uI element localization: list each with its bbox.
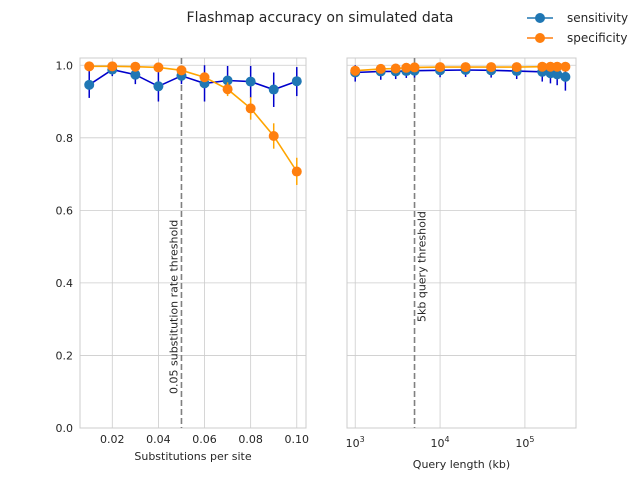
point-specificity bbox=[460, 62, 471, 73]
legend-item-specificity: specificity bbox=[527, 31, 627, 45]
axes-frame bbox=[79, 57, 307, 429]
left-panel-substitutions: 0.0 0.2 0.4 0.6 0.8 1.0 0.02 0.04 0.06 0.08 0.10 Su… bbox=[56, 57, 310, 463]
y-tick-label: 0.6 bbox=[56, 204, 74, 217]
right-panel-query-length: 103 104 105 Query length (kb) 5kb query thre… bbox=[346, 57, 577, 471]
point-specificity bbox=[176, 65, 187, 76]
point-specificity bbox=[130, 61, 141, 72]
point-sensitivity bbox=[560, 71, 571, 82]
point-specificity bbox=[268, 130, 279, 141]
point-specificity bbox=[153, 62, 164, 73]
legend-marker-sensitivity bbox=[535, 13, 545, 23]
point-sensitivity bbox=[222, 75, 233, 86]
threshold-label: 0.05 substitution rate threshold bbox=[167, 220, 180, 394]
point-specificity bbox=[560, 61, 571, 72]
axes-frame bbox=[346, 57, 577, 429]
y-tick-label: 0.2 bbox=[56, 349, 74, 362]
point-sensitivity bbox=[153, 81, 164, 92]
x-tick-label: 0.08 bbox=[238, 433, 263, 446]
point-sensitivity bbox=[245, 76, 256, 87]
point-specificity bbox=[486, 62, 497, 73]
point-specificity bbox=[350, 65, 361, 76]
figure-title: Flashmap accuracy on simulated data bbox=[187, 10, 454, 26]
series-sensitivity bbox=[84, 64, 302, 107]
legend-label-specificity: specificity bbox=[567, 31, 627, 45]
threshold-label: 5kb query threshold bbox=[416, 211, 429, 322]
point-specificity bbox=[552, 61, 563, 72]
x-tick-label: 0.04 bbox=[146, 433, 171, 446]
point-sensitivity bbox=[84, 79, 95, 90]
point-specificity bbox=[537, 61, 548, 72]
point-specificity bbox=[435, 62, 446, 73]
plot-area bbox=[80, 58, 306, 428]
point-specificity bbox=[84, 61, 95, 72]
point-sensitivity bbox=[291, 76, 302, 87]
point-specificity bbox=[390, 63, 401, 74]
legend-marker-specificity bbox=[535, 33, 545, 43]
series-specificity bbox=[84, 61, 302, 185]
point-sensitivity bbox=[130, 69, 141, 80]
y-tick-label: 0.0 bbox=[56, 422, 74, 435]
x-axis-label: Substitutions per site bbox=[134, 450, 251, 463]
point-specificity bbox=[511, 62, 522, 73]
line-sensitivity bbox=[88, 68, 298, 91]
legend-label-sensitivity: sensitivity bbox=[567, 11, 628, 25]
legend: sensitivity specificity bbox=[527, 11, 628, 45]
x-tick-label: 103 bbox=[346, 435, 365, 450]
x-tick-label: 0.02 bbox=[100, 433, 125, 446]
point-specificity bbox=[401, 62, 412, 73]
series-specificity bbox=[350, 61, 571, 76]
point-specificity bbox=[409, 62, 420, 73]
y-tick-label: 1.0 bbox=[56, 59, 74, 72]
x-tick-label: 104 bbox=[431, 435, 450, 450]
point-specificity bbox=[107, 61, 118, 72]
plot-area bbox=[347, 58, 576, 428]
point-specificity bbox=[291, 166, 302, 177]
line-specificity bbox=[89, 65, 298, 172]
x-tick-label: 0.06 bbox=[192, 433, 217, 446]
point-sensitivity bbox=[268, 84, 279, 95]
y-tick-label: 0.4 bbox=[56, 277, 74, 290]
x-tick-label: 105 bbox=[515, 435, 534, 450]
legend-item-sensitivity: sensitivity bbox=[527, 11, 628, 25]
x-tick-label: 0.10 bbox=[285, 433, 310, 446]
y-tick-label: 0.8 bbox=[56, 132, 74, 145]
x-axis-label: Query length (kb) bbox=[413, 458, 510, 471]
point-sensitivity bbox=[552, 69, 563, 80]
point-specificity bbox=[245, 103, 256, 114]
point-specificity bbox=[222, 84, 233, 95]
point-specificity bbox=[375, 63, 386, 74]
point-specificity bbox=[199, 72, 210, 83]
